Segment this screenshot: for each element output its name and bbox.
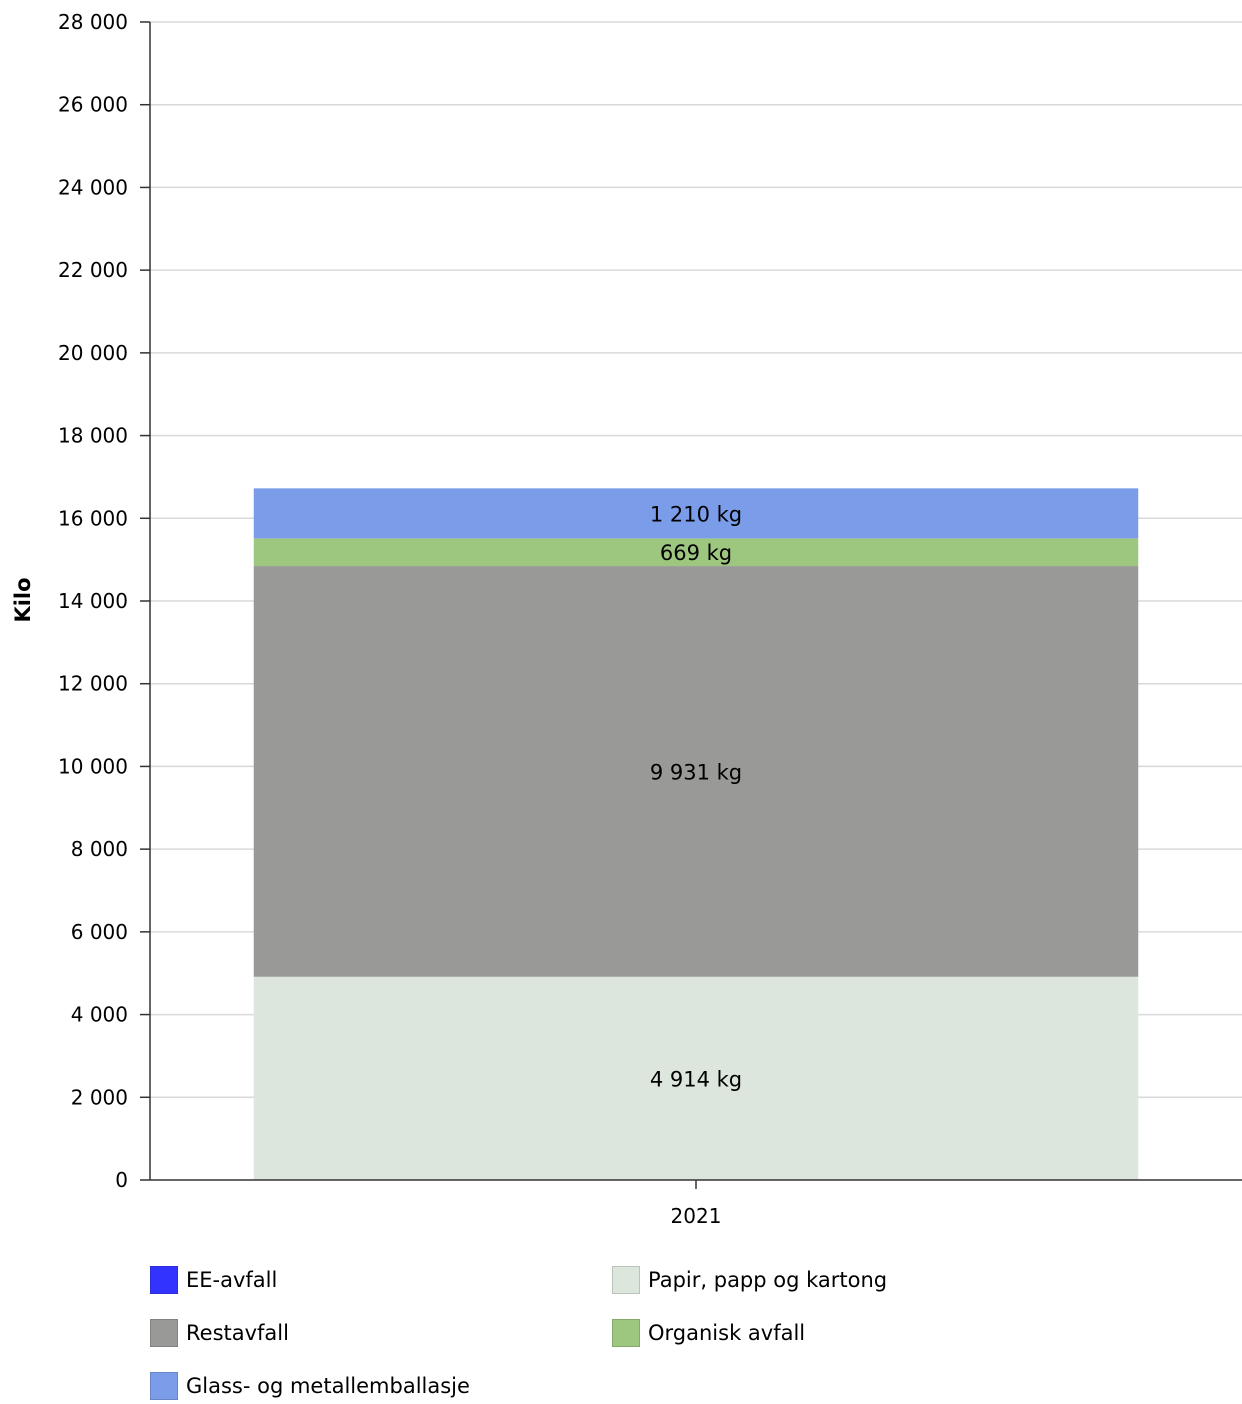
- y-tick-label: 18 000: [58, 424, 128, 448]
- y-tick-label: 16 000: [58, 506, 128, 530]
- legend-swatch: [150, 1319, 178, 1347]
- y-tick-label: 4 000: [71, 1003, 128, 1027]
- legend-label: Organisk avfall: [648, 1321, 806, 1345]
- legend-swatch: [612, 1266, 640, 1294]
- legend-item[interactable]: EE-avfall: [150, 1264, 277, 1296]
- y-axis-title: Kilo: [11, 577, 35, 622]
- y-tick-label: 20 000: [58, 341, 128, 365]
- y-tick-label: 10 000: [58, 754, 128, 778]
- bar-segment: [253, 566, 1139, 977]
- y-tick-label: 2 000: [71, 1085, 128, 1109]
- x-axis: 2021: [150, 1179, 1242, 1228]
- stacked-bar-chart: 0 2 000 4 000 6 000 8 000 10 000 12 000 14 000 1…: [11, 10, 1242, 1228]
- data-label: 4 914 kg: [650, 1067, 742, 1091]
- y-tick-label: 28 000: [58, 10, 128, 34]
- legend-swatch: [150, 1266, 178, 1294]
- legend-swatch: [612, 1319, 640, 1347]
- legend-item[interactable]: Papir, papp og kartong: [612, 1264, 887, 1296]
- legend-swatch: [150, 1372, 178, 1400]
- legend-item[interactable]: Restavfall: [150, 1317, 289, 1349]
- data-labels: 4 914 kg 9 931 kg 669 kg 1 210 kg: [650, 502, 742, 1091]
- y-tick-label: 12 000: [58, 672, 128, 696]
- y-tick-label: 24 000: [58, 175, 128, 199]
- bar-segments: [253, 488, 1139, 1180]
- bar-segment: [253, 488, 1139, 539]
- y-tick-label: 0: [115, 1168, 128, 1192]
- y-tick-label: 8 000: [71, 837, 128, 861]
- y-axis: 0 2 000 4 000 6 000 8 000 10 000 12 000 14 000 1…: [58, 10, 151, 1192]
- y-tick-label: 26 000: [58, 93, 128, 117]
- legend-item[interactable]: Organisk avfall: [612, 1317, 805, 1349]
- data-label: 9 931 kg: [650, 760, 742, 784]
- legend-label: Glass- og metallemballasje: [186, 1374, 470, 1398]
- bar-segment: [253, 538, 1139, 567]
- legend-label: Papir, papp og kartong: [648, 1268, 888, 1292]
- data-label: 1 210 kg: [650, 502, 742, 526]
- legend: EE-avfall Papir, papp og kartong Restavfal…: [150, 1264, 1150, 1404]
- legend-label: EE-avfall: [186, 1268, 278, 1292]
- legend-label: Restavfall: [186, 1321, 289, 1345]
- y-tick-label: 14 000: [58, 589, 128, 613]
- legend-item[interactable]: Glass- og metallemballasje: [150, 1370, 470, 1402]
- y-tick-label: 6 000: [71, 920, 128, 944]
- y-tick-label: 22 000: [58, 258, 128, 282]
- data-label: 669 kg: [660, 541, 732, 565]
- bar-segment: [253, 976, 1139, 1180]
- x-tick-label: 2021: [671, 1204, 722, 1228]
